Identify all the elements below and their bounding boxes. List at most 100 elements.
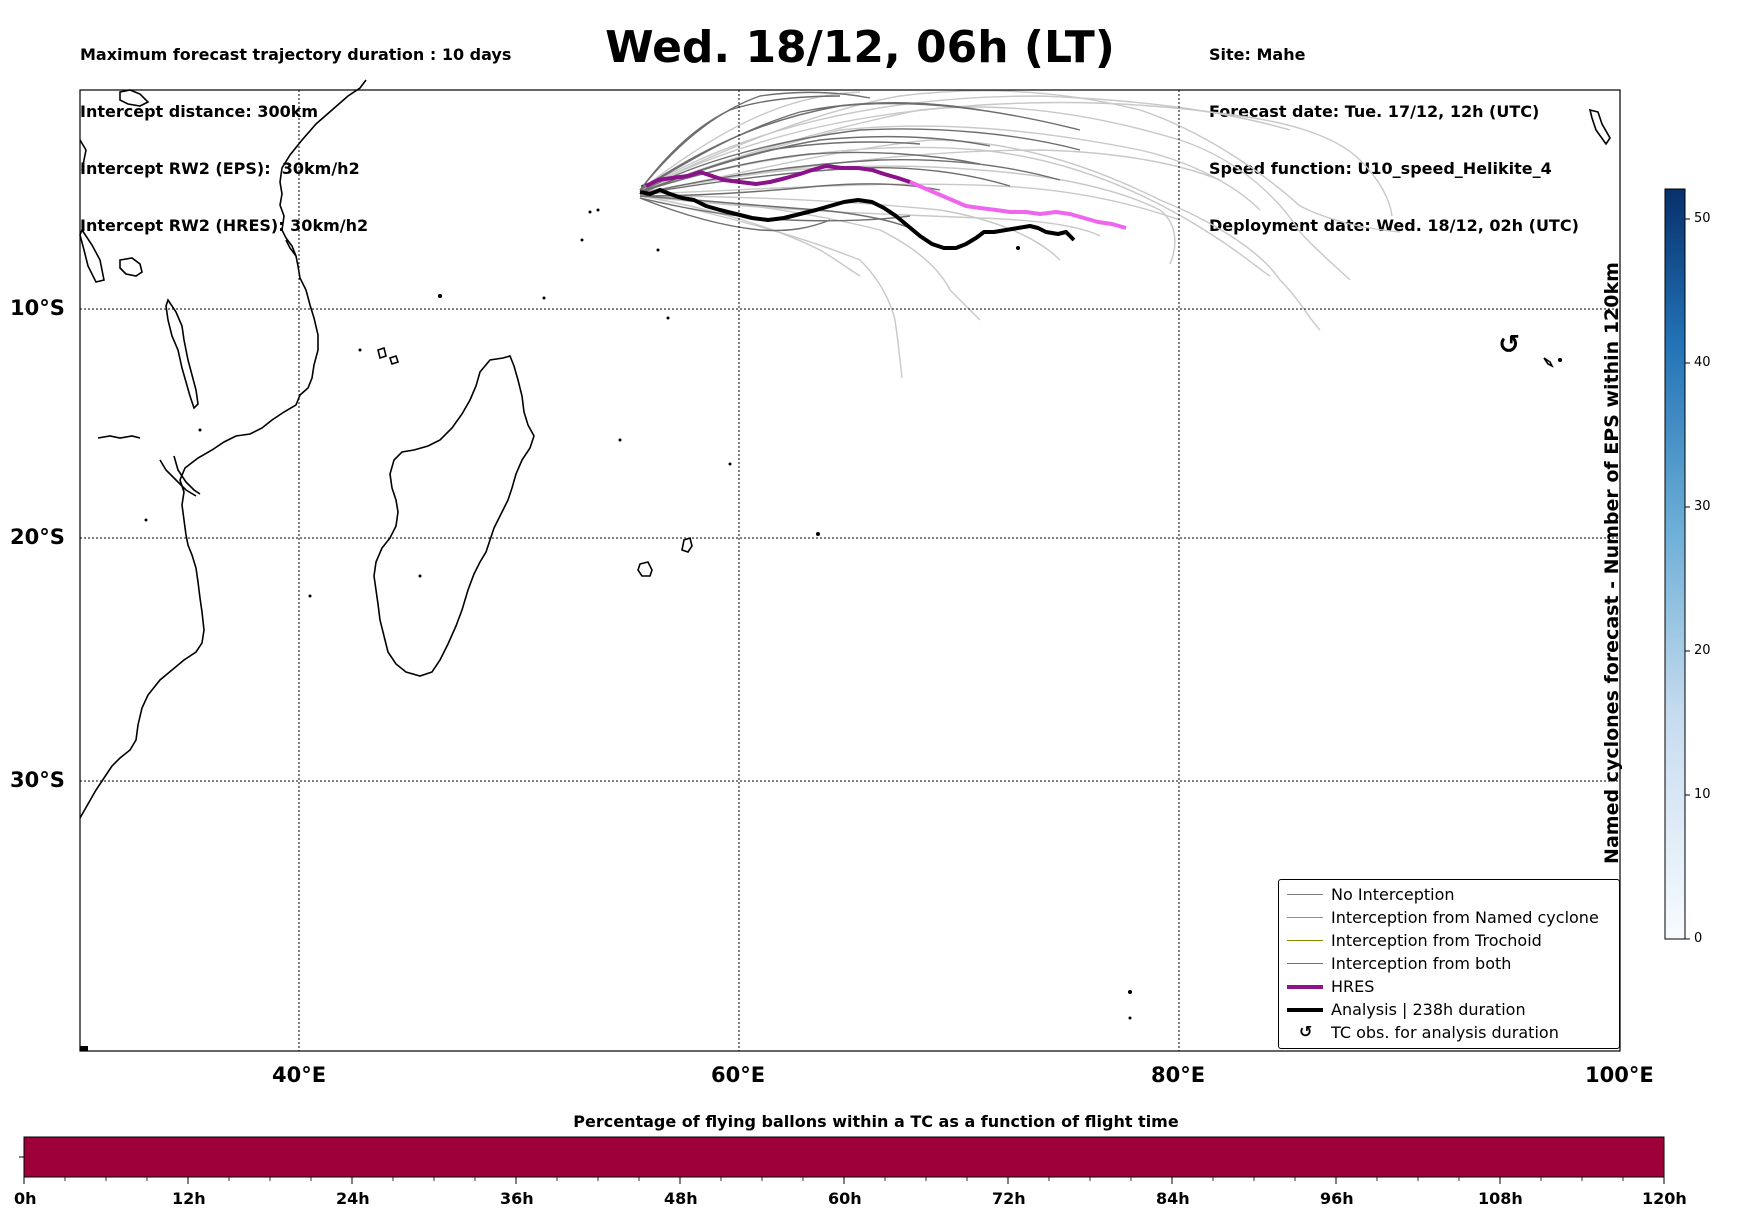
island-dot [1558,358,1562,362]
legend-swatch [1287,917,1323,918]
eps-trajectory [639,146,1271,277]
colorbar-ticks [1685,218,1690,940]
header-left-line-4: Intercept RW2 (HRES): 30km/h2 [80,216,369,235]
analysis-trajectory [639,188,1076,250]
island-dot [358,348,362,352]
colorbar-tick-10: 10 [1694,787,1711,802]
eps-trajectory [639,149,1221,193]
header-right: Site: Mahe Forecast date: Tue. 17/12, 12… [1209,7,1579,254]
colorbar-tick-20: 20 [1694,643,1711,658]
island-dot [588,210,592,214]
eps-trajectory [639,95,1291,191]
legend-item-trochoid: Interception from Trochoid [1279,930,1619,952]
lon-label-40e: 40°E [272,1063,327,1087]
legend-item-both: Interception from both [1279,953,1619,975]
island-dot [596,208,600,212]
lake-victoria [119,257,143,277]
east-island-2 [1543,357,1554,368]
legend-swatch [1287,1008,1323,1012]
eps-trajectory [639,183,1181,221]
eps-trajectory [639,95,841,191]
socotra-coast [119,89,150,107]
island-dot [728,462,732,466]
legend-item-hres: HRES [1279,976,1619,998]
coastlines [79,79,1611,819]
madagascar-coastline [373,355,535,677]
island-dot [580,238,584,242]
eps-trajectory [639,183,941,197]
colorbar-tick-40: 40 [1694,355,1711,370]
legend-label: Interception from Named cyclone [1331,908,1599,927]
hbar-tick-72h: 72h [992,1189,1026,1208]
lat-label-20s: 20°S [10,525,65,549]
island-dot [542,296,546,300]
hbar-ticks [23,1177,1665,1184]
eps-trajectory [639,90,1401,233]
header-right-line-2: Forecast date: Tue. 17/12, 12h (UTC) [1209,102,1540,121]
island-dot [1128,1016,1132,1020]
colorbar-label: Named cyclones forecast - Number of EPS … [1601,262,1623,864]
hbar-tick-12h: 12h [172,1189,206,1208]
island-dot [666,316,670,320]
legend-swatch [1287,940,1323,941]
island-dot [1128,990,1132,994]
hbar-tick-24h: 24h [336,1189,370,1208]
page-title: Wed. 18/12, 06h (LT) [605,22,1115,73]
eps-trajectory [639,197,831,232]
eps-trajectory [639,91,871,191]
hbar-tick-0h: 0h [14,1189,37,1208]
hbar-tick-60h: 60h [828,1189,862,1208]
hbar-tick-108h: 108h [1478,1189,1523,1208]
island-dot [1016,246,1020,250]
header-left-line-3: Intercept RW2 (EPS): 30km/h2 [80,159,360,178]
hbar-minor-ticks [64,1177,1624,1181]
eps-trajectory [639,195,1061,261]
hbar-title: Percentage of flying ballons within a TC… [573,1112,1179,1131]
eps-trajectory [639,91,861,191]
east-island-1 [1588,108,1611,146]
island-dot [816,532,820,536]
legend-label: Analysis | 238h duration [1331,1000,1526,1019]
lake-malawi [173,455,201,495]
hres-trajectory [645,164,911,188]
mauritius-island [637,561,653,577]
eps-trajectory [639,197,911,222]
legend-label: Interception from both [1331,954,1512,973]
legend-item-analysis: Analysis | 238h duration [1279,999,1619,1021]
graticule [80,90,1620,1051]
comoros-1 [377,346,387,360]
tc-obs-legend-icon: ↺ [1299,1022,1313,1041]
island-dot [618,438,622,442]
reunion-island [681,536,693,553]
eps-trajectory [639,102,1081,191]
legend-swatch [1287,963,1323,964]
legend-label: Interception from Trochoid [1331,931,1542,950]
eps-trajectory [639,101,1393,217]
lake-turkana [79,228,105,283]
hbar-tick-36h: 36h [500,1189,534,1208]
island-dot [308,594,312,598]
eps-trajectory [639,102,981,191]
colorbar [1664,188,1686,940]
lake-tanganyika [165,298,199,410]
flight-time-bar [23,1136,1665,1178]
eps-trajectories [639,90,1401,379]
lon-label-80e: 80°E [1151,1063,1206,1087]
legend: No Interception Interception from Named … [1278,879,1620,1049]
africa-coastline [79,79,367,819]
eps-trajectory [639,195,1101,237]
legend-item-tc-obs: ↺ TC obs. for analysis duration [1279,1022,1619,1044]
island-dot [198,428,202,432]
lat-label-30s: 30°S [10,768,65,792]
eps-trajectory [639,195,981,321]
comoros-2 [388,354,400,366]
eps-trajectory [639,195,861,277]
tc-obs-symbol: ↺ [1498,330,1520,360]
colorbar-tick-50: 50 [1694,211,1711,226]
legend-item-named-cyclone: Interception from Named cyclone [1279,907,1619,929]
colorbar-tick-30: 30 [1694,499,1711,514]
lat-label-10s: 10°S [10,296,65,320]
map-frame [79,89,1621,1052]
island-dot [144,518,148,522]
east-africa-lake-strip [159,459,197,497]
